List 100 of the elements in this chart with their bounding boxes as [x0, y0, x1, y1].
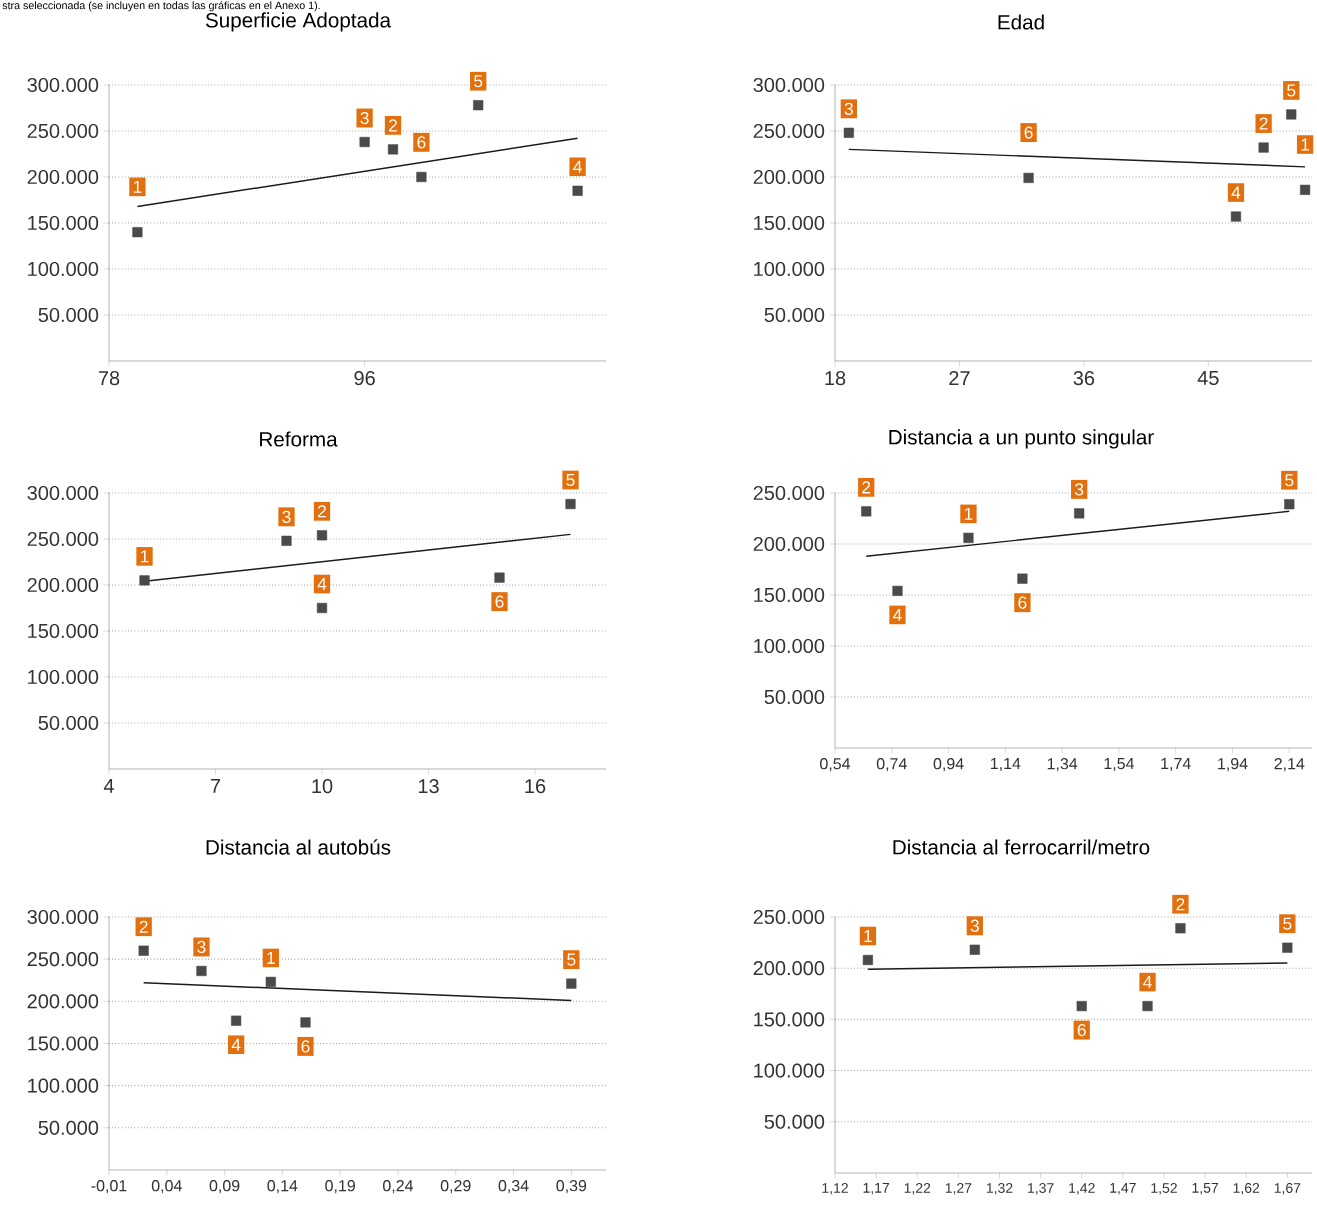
y-tick-label: 200.000 — [27, 169, 99, 185]
y-tick-label: 150.000 — [754, 587, 825, 603]
annotation: 5 — [1287, 84, 1296, 97]
point — [139, 575, 150, 586]
y-tick-label: 300.000 — [27, 485, 99, 501]
annotation: 1 — [1301, 138, 1310, 151]
x-tick-label: 1,94 — [1218, 758, 1248, 772]
annotation: 6 — [1018, 596, 1027, 609]
point — [281, 535, 292, 546]
x-tick-label: 1,74 — [1161, 758, 1191, 772]
annotation: 3 — [844, 102, 853, 115]
annotation: 2 — [318, 505, 326, 518]
x-tick-label: -0,01 — [91, 1180, 127, 1194]
point — [861, 506, 872, 517]
point — [316, 602, 328, 614]
x-tick-label: 78 — [98, 371, 120, 386]
point — [843, 127, 854, 138]
y-tick-label: 300.000 — [753, 77, 825, 93]
annotation: 3 — [360, 111, 369, 125]
point — [1076, 1001, 1087, 1012]
x-tick-label: 1,52 — [1151, 1183, 1177, 1195]
x-tick-label: 0,14 — [267, 1180, 298, 1194]
y-tick-label: 150.000 — [754, 1012, 825, 1027]
y-tick-label: 100.000 — [754, 638, 825, 654]
point — [1300, 184, 1311, 195]
annotation: 1 — [864, 930, 872, 942]
x-tick-label: 1,62 — [1233, 1183, 1260, 1195]
annotation: 2 — [862, 481, 871, 494]
chart-title: Edad — [998, 14, 1044, 30]
annotation: 6 — [1077, 1023, 1086, 1037]
annotation: 4 — [317, 578, 327, 590]
point — [565, 498, 576, 510]
y-tick-label: 150.000 — [754, 215, 825, 231]
point — [963, 532, 974, 543]
point — [1074, 508, 1085, 519]
point — [316, 530, 328, 541]
y-tick-label: 200.000 — [27, 994, 99, 1009]
chart-title: Distancia al autobús — [206, 839, 391, 855]
point — [494, 572, 505, 583]
x-tick-label: 0,54 — [820, 758, 851, 772]
x-tick-label: 1,14 — [991, 758, 1021, 772]
chart-title: Distancia a un punto singular — [889, 429, 1154, 449]
point — [300, 1017, 311, 1028]
x-tick-label: 1,57 — [1192, 1183, 1218, 1195]
y-tick-label: 200.000 — [753, 169, 825, 185]
point — [196, 965, 207, 977]
y-tick-label: 50.000 — [38, 1120, 99, 1135]
x-tick-label: 1,42 — [1069, 1183, 1095, 1195]
point — [416, 171, 427, 183]
y-tick-label: 250.000 — [753, 909, 825, 925]
annotation: 3 — [1075, 483, 1084, 496]
annotation: 2 — [389, 119, 397, 132]
x-tick-label: 1,22 — [904, 1183, 931, 1195]
point — [1142, 1001, 1153, 1012]
y-tick-label: 200.000 — [27, 577, 99, 593]
y-tick-label: 150.000 — [28, 1036, 99, 1051]
x-tick-label: 0,39 — [556, 1180, 587, 1194]
annotation: 3 — [282, 510, 291, 523]
x-tick-label: 7 — [210, 779, 221, 793]
annotation: 5 — [1285, 474, 1294, 487]
chart-title: Distancia al ferrocarril/metro — [893, 839, 1150, 855]
x-tick-label: 0,34 — [498, 1180, 529, 1194]
x-tick-label: 0,24 — [383, 1180, 414, 1194]
x-tick-label: 10 — [312, 779, 333, 794]
point — [265, 976, 276, 987]
point — [1023, 172, 1034, 183]
y-tick-label: 50.000 — [764, 307, 825, 323]
annotation: 6 — [301, 1040, 310, 1053]
y-tick-label: 150.000 — [28, 623, 99, 639]
point — [1284, 499, 1295, 510]
y-tick-label: 300.000 — [27, 77, 99, 93]
point — [572, 185, 583, 196]
x-tick-label: 36 — [1073, 371, 1095, 386]
x-tick-label: 1,17 — [863, 1183, 890, 1195]
x-tick-label: 0,19 — [325, 1180, 355, 1194]
x-tick-label: 45 — [1197, 371, 1219, 385]
point — [969, 944, 980, 955]
x-tick-label: 1,67 — [1274, 1183, 1301, 1195]
text: stra seleccionada (se incluyen en todas las gráficas en el Anexo 1). — [2, 1, 320, 12]
x-tick-label: 1,34 — [1047, 758, 1078, 772]
y-tick-label: 150.000 — [28, 215, 99, 231]
annotation: 3 — [970, 919, 979, 932]
point — [1282, 942, 1293, 953]
annotation: 2 — [139, 920, 148, 933]
annotation: 4 — [1143, 976, 1152, 989]
x-tick-label: 1,54 — [1104, 758, 1135, 772]
point — [231, 1015, 242, 1026]
point — [387, 144, 399, 155]
x-tick-label: 27 — [949, 371, 970, 385]
point — [566, 978, 577, 989]
point — [1017, 573, 1028, 584]
point — [132, 227, 143, 238]
annotation: 5 — [566, 473, 575, 487]
annotation: 1 — [133, 180, 142, 193]
x-tick-label: 2,14 — [1274, 758, 1305, 772]
point — [473, 100, 484, 111]
y-tick-label: 200.000 — [753, 961, 825, 976]
y-tick-label: 100.000 — [28, 669, 99, 685]
x-tick-label: 1,47 — [1110, 1183, 1136, 1195]
x-tick-label: 13 — [418, 779, 439, 794]
